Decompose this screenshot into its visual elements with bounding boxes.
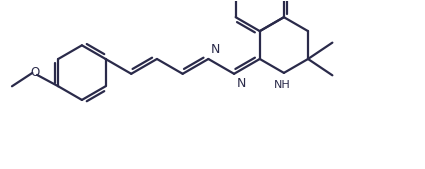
Text: N: N (211, 43, 221, 56)
Text: N: N (237, 77, 246, 90)
Text: O: O (31, 66, 40, 79)
Text: NH: NH (274, 80, 290, 90)
